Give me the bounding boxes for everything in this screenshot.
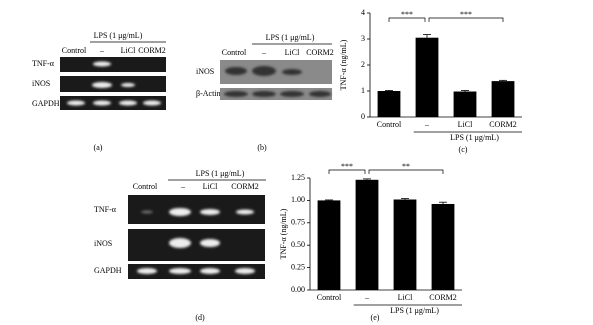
gel [60,96,166,110]
y-tick-label: 1.25 [291,173,305,182]
bar [431,203,455,290]
y-axis-label: TNF-α (ng/mL) [339,39,348,90]
lane-label: Control [62,46,87,55]
gel [128,229,265,261]
bar [453,91,477,117]
gel [60,57,166,72]
y-tick-label: 0.25 [291,262,305,271]
y-tick-label: 2 [361,60,365,69]
lane-label: – [261,48,267,57]
bar [317,200,341,290]
x-tick-label: CORM2 [489,120,517,129]
y-tick-label: 0.75 [291,218,305,227]
caption: (e) [371,313,380,322]
row-label: iNOS [94,239,112,248]
bands [224,66,331,97]
lane-label: CORM2 [231,182,259,191]
y-tick-label: 0.50 [291,240,305,249]
y-tick-label: 1.00 [291,195,305,204]
caption: (b) [257,143,267,152]
bands [137,208,255,274]
lane-label: LiCl [203,182,218,191]
y-axis-label: TNF-α (ng/mL) [279,208,288,259]
gel [60,76,166,92]
bar [415,37,439,118]
gel [128,264,265,279]
bar [393,199,417,290]
lps-label: LPS (1 μg/mL) [196,169,245,178]
group-label: LPS (1 μg/mL) [450,133,499,142]
bar [355,179,379,290]
significance-bracket [328,169,366,174]
row-label: TNF-α [32,59,55,68]
panel-d: LPS (1 μg/mL) Control – LiCl CORM2 TNF-α… [94,169,266,322]
lane-label: Control [222,48,247,57]
x-tick-label: Control [377,120,402,129]
row-label: iNOS [32,79,50,88]
lane-label: CORM2 [138,46,166,55]
caption: (c) [459,145,468,154]
significance-bracket [368,169,444,174]
y-tick-label: 1 [361,86,365,95]
significance-bracket [388,17,426,22]
x-tick-label: LiCl [398,293,413,302]
y-tick-label: 0 [361,112,365,121]
y-tick-label: 3 [361,34,365,43]
panel-a: LPS (1 μg/mL) Control – LiCl CORM2 TNF-α… [32,31,166,152]
group-label: LPS (1 μg/mL) [390,306,439,315]
bar [377,91,401,117]
lane-label: CORM2 [306,48,334,57]
x-tick-label: Control [317,293,342,302]
bands [67,61,161,106]
lane-label: Control [133,182,158,191]
caption: (d) [195,313,205,322]
x-tick-label: LiCl [458,120,473,129]
row-label: TNF-α [94,205,117,214]
y-tick-label: 0.00 [291,285,305,294]
y-tick-label: 4 [361,8,365,17]
x-tick-label: – [364,293,370,302]
lane-label: LiCl [121,46,136,55]
panel-b: LPS (1 μg/mL) Control – LiCl CORM2 iNOS … [196,33,334,152]
significance-label: *** [460,10,472,19]
x-tick-label: – [424,120,430,129]
row-label: iNOS [196,67,214,76]
x-tick-label: CORM2 [429,293,457,302]
row-label: GAPDH [32,99,60,108]
lane-label: – [180,182,186,191]
row-label: GAPDH [94,266,122,275]
caption: (a) [94,143,103,152]
significance-label: *** [341,162,353,171]
lps-label: LPS (1 μg/mL) [94,31,143,40]
gel [128,195,265,224]
significance-label: ** [402,162,410,171]
lps-label: LPS (1 μg/mL) [266,33,315,42]
bar [491,81,515,117]
row-label: β-Actin [196,89,221,98]
lane-label: LiCl [285,48,300,57]
significance-bracket [428,17,504,22]
lane-label: – [99,46,105,55]
significance-label: *** [401,10,413,19]
